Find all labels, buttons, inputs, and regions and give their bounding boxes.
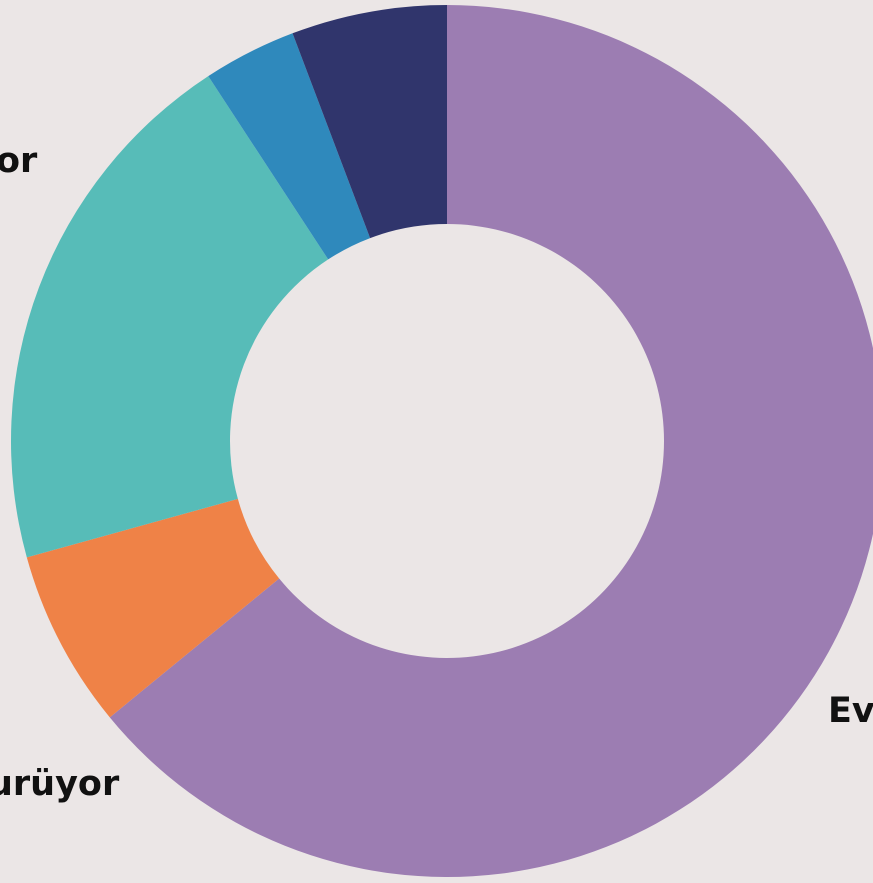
donut-slice-0 <box>109 5 873 877</box>
donut-slice-3 <box>208 33 371 260</box>
donut-slice-1 <box>26 498 280 718</box>
slice-label-2: or <box>0 141 38 181</box>
slice-label-0: Ev <box>828 691 873 731</box>
labels-group: Ev urüyor or <box>0 141 873 804</box>
donut-slice-4 <box>292 5 447 239</box>
slice-label-1: urüyor <box>0 764 120 804</box>
donut-slice-2 <box>10 76 329 558</box>
slices-group <box>10 5 873 877</box>
